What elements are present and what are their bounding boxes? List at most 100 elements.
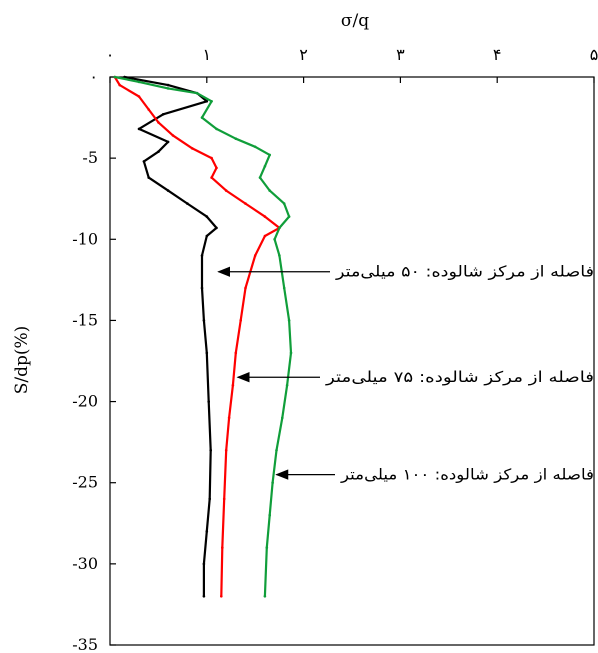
tick-group: ٠ ١ ٢ ٣ ۴ ۵ ٠ -5 -10 -15 -20 -25 -30 -35 bbox=[72, 45, 598, 653]
series-line-1 bbox=[123, 75, 218, 598]
series-3-point bbox=[263, 595, 267, 598]
y-tick-label: -5 bbox=[82, 148, 98, 167]
series-3-point bbox=[195, 91, 199, 95]
y-tick-label: ٠ bbox=[89, 67, 98, 86]
plot-frame bbox=[109, 76, 595, 646]
series-line-3 bbox=[113, 75, 293, 598]
series-1-point bbox=[215, 226, 218, 230]
series-2-point bbox=[244, 286, 247, 290]
series-1-point bbox=[166, 189, 170, 192]
series-1-point bbox=[157, 150, 160, 153]
series-1-point bbox=[142, 160, 146, 163]
series-1-point bbox=[147, 176, 150, 179]
series-2-point bbox=[244, 202, 247, 205]
y-tick-label: -25 bbox=[72, 473, 98, 492]
series-1-point bbox=[123, 75, 126, 79]
x-tick-label: ٢ bbox=[299, 45, 308, 64]
series-2-point bbox=[137, 95, 141, 98]
series-2-point bbox=[263, 234, 267, 238]
series-3-point bbox=[278, 254, 281, 257]
series-2-point bbox=[222, 497, 226, 501]
series-3-point bbox=[258, 176, 262, 179]
series-2-point bbox=[220, 595, 223, 598]
series-1-point bbox=[166, 83, 170, 87]
x-tick-label: ٣ bbox=[396, 45, 405, 64]
series-3-point bbox=[210, 100, 213, 103]
series-2-point bbox=[210, 176, 213, 179]
series-1-point bbox=[207, 400, 210, 403]
series-2-point bbox=[157, 121, 160, 124]
x-tick-label: ۵ bbox=[590, 45, 598, 64]
series-1-point bbox=[186, 202, 189, 205]
series-3-point bbox=[268, 153, 272, 157]
series-1-point bbox=[205, 234, 209, 238]
series-3-point bbox=[273, 238, 276, 241]
series-2-point bbox=[224, 189, 228, 192]
series-3-point bbox=[271, 481, 274, 485]
y-tick-label: -20 bbox=[72, 392, 98, 411]
series-3-point bbox=[268, 513, 272, 517]
series-1-point bbox=[205, 100, 209, 103]
series-group bbox=[113, 75, 293, 598]
series-1-point bbox=[200, 286, 204, 290]
series-1-point bbox=[205, 530, 209, 533]
series-3-point bbox=[263, 165, 267, 168]
x-tick-label: ۴ bbox=[493, 45, 502, 64]
x-tick-label: ٠ bbox=[106, 45, 115, 64]
series-3-point bbox=[282, 202, 286, 205]
series-3-point bbox=[278, 226, 281, 230]
series-3-point bbox=[282, 286, 286, 290]
series-3-point bbox=[215, 127, 218, 131]
series-2-point bbox=[263, 215, 267, 218]
series-3-point bbox=[200, 116, 204, 119]
y-tick-label: -35 bbox=[72, 635, 98, 653]
series-3-point bbox=[166, 87, 170, 90]
series-1-point bbox=[161, 113, 165, 116]
annotation-group: فاصله از مرکز شالوده: ۵٠ میلی‌متر فاصله ا… bbox=[217, 263, 594, 484]
annotation-label: فاصله از مرکز شالوده: ۵٠ میلی‌متر bbox=[335, 263, 594, 281]
series-2-point bbox=[191, 147, 194, 150]
series-3-point bbox=[275, 449, 278, 452]
x-tick-label: ١ bbox=[203, 45, 212, 64]
series-2-point bbox=[221, 546, 224, 549]
series-3-point bbox=[137, 80, 141, 84]
series-1-point bbox=[202, 319, 206, 322]
series-3-point bbox=[253, 145, 257, 149]
y-axis-title: S/dp(%) bbox=[12, 326, 32, 395]
y-tick-label: -30 bbox=[72, 554, 98, 573]
series-1-point bbox=[137, 127, 141, 131]
series-1-point bbox=[202, 562, 206, 566]
series-2-point bbox=[210, 156, 213, 160]
series-2-point bbox=[215, 166, 218, 170]
series-3-point bbox=[287, 319, 291, 322]
series-2-point bbox=[147, 108, 150, 111]
annotation-label: فاصله از مرکز شالوده: ٧۵ میلی‌متر bbox=[325, 368, 594, 386]
annotation-label: فاصله از مرکز شالوده: ١٠٠ میلی‌متر bbox=[340, 466, 594, 484]
series-1-point bbox=[205, 351, 209, 355]
y-tick-label: -10 bbox=[72, 229, 98, 248]
series-1-point bbox=[200, 254, 204, 257]
series-3-point bbox=[234, 137, 238, 140]
series-2-point bbox=[231, 384, 235, 387]
series-2-point bbox=[227, 416, 231, 420]
series-1-point bbox=[209, 449, 212, 452]
series-3-point bbox=[285, 384, 289, 387]
series-3-point bbox=[287, 215, 291, 218]
y-tick-label: -15 bbox=[72, 310, 98, 329]
series-2-point bbox=[171, 134, 175, 137]
series-3-point bbox=[281, 416, 284, 420]
series-1-point bbox=[202, 595, 206, 598]
series-1-point bbox=[205, 215, 209, 218]
series-3-point bbox=[265, 546, 269, 549]
series-2-point bbox=[118, 83, 121, 87]
series-3-point bbox=[268, 189, 272, 192]
series-1-point bbox=[166, 140, 170, 144]
series-2-point bbox=[253, 254, 257, 257]
series-line-2 bbox=[113, 75, 281, 598]
series-3-point bbox=[113, 75, 117, 79]
series-2-point bbox=[239, 319, 242, 322]
series-3-point bbox=[289, 351, 293, 355]
series-2-point bbox=[224, 449, 228, 452]
series-2-point bbox=[234, 351, 238, 355]
